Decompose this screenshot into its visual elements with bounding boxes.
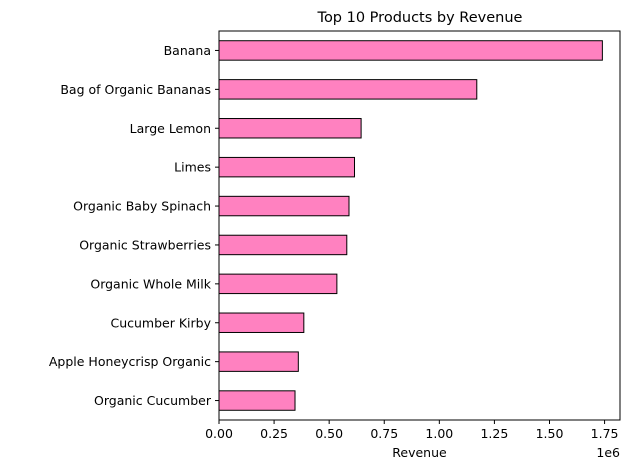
x-axis-offset-label: 1e6 [596,445,620,460]
bars-group [218,40,603,411]
y-tick-label: Cucumber Kirby [110,315,211,330]
y-tick-label: Organic Cucumber [94,393,212,408]
bar-organic-cucumber [218,390,296,411]
x-tick-label: 1.25 [480,426,508,441]
x-tick-label: 0.75 [370,426,398,441]
x-tick-label: 0.25 [260,426,288,441]
x-tick-label: 0.50 [315,426,343,441]
y-axis-ticks: Banana Bag of Organic Bananas Large Lemon L… [49,43,219,408]
bar-limes [218,156,356,178]
x-axis-label: Revenue [392,445,447,460]
x-axis-ticks: 0.00 0.25 0.50 0.75 1.00 1.25 1.50 1.75 [205,420,618,441]
bar-organic-strawberries [218,234,348,256]
x-tick-label: 1.00 [425,426,453,441]
y-tick-label: Limes [174,160,211,175]
x-tick-label: 1.50 [536,426,564,441]
y-tick-label: Large Lemon [130,121,211,136]
bar-bag-of-organic-bananas [218,79,478,100]
bar-cucumber-kirby [218,312,305,333]
x-tick-label: 1.75 [591,426,619,441]
chart-title: Top 10 Products by Revenue [317,10,523,26]
bar-organic-whole-milk [218,273,338,295]
y-tick-label: Organic Baby Spinach [73,199,211,214]
plot-frame [218,30,621,421]
bar-large-lemon [218,118,362,139]
y-tick-label: Organic Whole Milk [90,276,211,291]
y-tick-label: Bag of Organic Bananas [60,82,211,97]
bar-banana [218,40,603,61]
y-tick-label: Organic Strawberries [79,237,211,252]
x-tick-label: 0.00 [205,426,233,441]
bar-apple-honeycrisp-organic [218,351,299,372]
y-tick-label: Apple Honeycrisp Organic [49,354,211,369]
bar-organic-baby-spinach [218,195,350,217]
y-tick-label: Banana [164,43,211,58]
